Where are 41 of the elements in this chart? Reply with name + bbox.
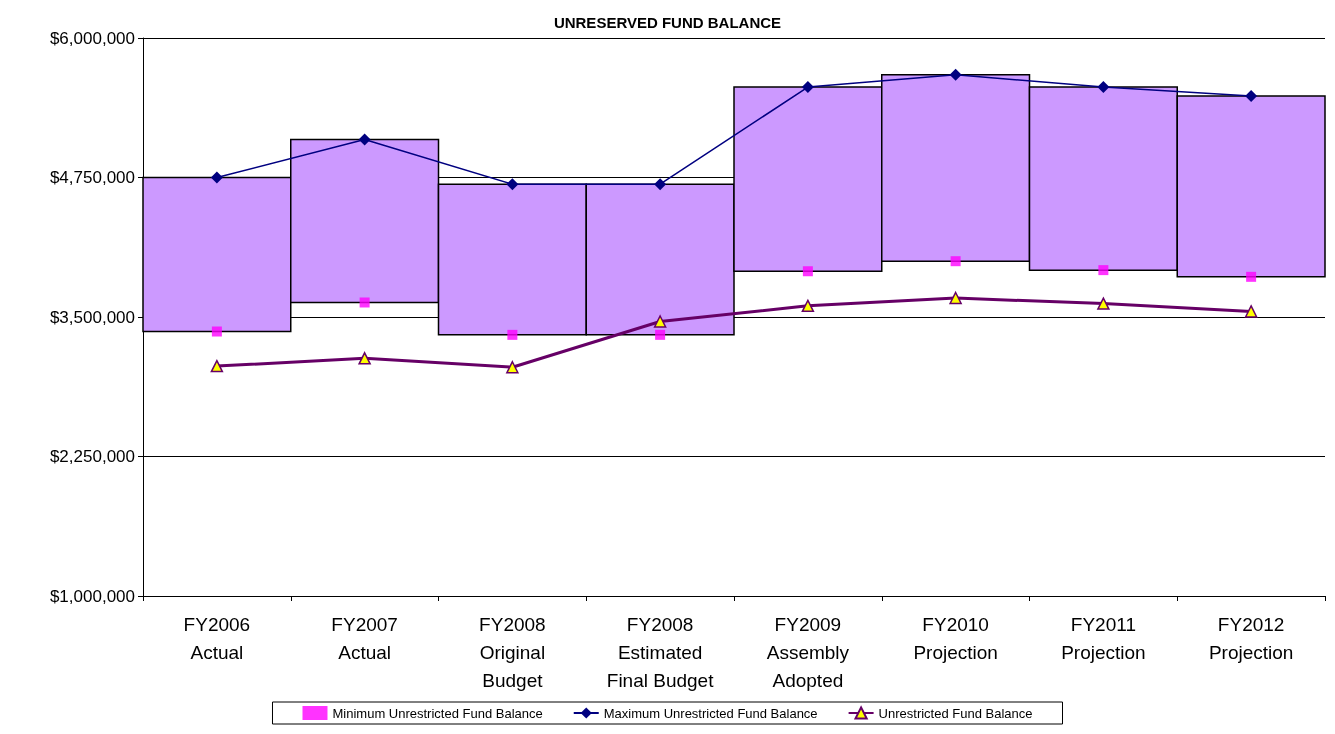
point (507, 329, 518, 340)
y-tick-label: $4,750,000 (49, 168, 135, 187)
y-tick-label: $3,500,000 (49, 307, 135, 327)
y-tick-label: $2,250,000 (49, 447, 135, 466)
legend-label: Unrestricted Fund Balance (878, 705, 1033, 721)
point (802, 266, 813, 277)
point (1246, 271, 1257, 282)
point (211, 326, 222, 337)
point (1098, 265, 1109, 276)
y-tick-label: $1,000,000 (49, 586, 135, 606)
point (1097, 297, 1110, 310)
point (506, 178, 519, 191)
x-tick-label: FY2010 Projection (913, 613, 998, 663)
x-tick-label: FY2006 Actual (183, 613, 251, 663)
x-tick-label: FY2007 Actual (331, 613, 398, 663)
point (358, 352, 371, 365)
point (359, 297, 370, 308)
point (210, 359, 224, 373)
point (210, 171, 223, 184)
point (801, 81, 814, 94)
y-tick-label: $6,000,000 (49, 28, 135, 48)
x-tick-label: FY2011 Projection (1061, 613, 1146, 663)
x-tick-label: FY2008 Original Budget (479, 613, 546, 691)
x-tick-label: FY2008 Estimated Final Budget (606, 613, 715, 691)
point (949, 68, 962, 81)
point (506, 360, 519, 374)
legend-label: Maximum Unrestricted Fund Balance (603, 705, 818, 721)
point (653, 315, 667, 328)
point (358, 133, 371, 146)
point (655, 329, 666, 340)
legend-label: Minimum Unrestricted Fund Balance (332, 705, 543, 721)
point (1097, 81, 1110, 94)
point (1244, 305, 1258, 318)
point (949, 291, 962, 305)
point (1245, 90, 1258, 103)
x-tick-label: FY2009 Assembly Adopted (766, 613, 850, 691)
point (950, 256, 961, 267)
chart-title: UNRESERVED FUND BALANCE (553, 14, 782, 31)
point (801, 299, 815, 313)
point (654, 178, 667, 191)
x-tick-label: FY2012 Projection (1208, 613, 1294, 663)
